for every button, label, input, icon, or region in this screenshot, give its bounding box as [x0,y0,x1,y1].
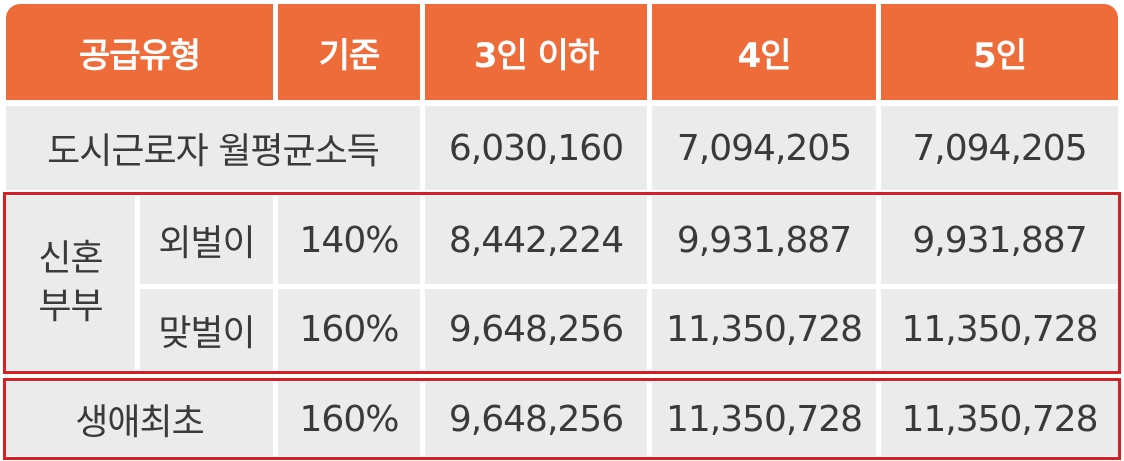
urban-worker-income-3: 6,030,160 [425,106,647,190]
newlywed-group-label: 신혼 부부 [6,196,135,370]
dual-income-criterion: 160% [278,289,420,370]
single-income-criterion: 140% [278,196,420,284]
dual-income-label: 맞벌이 [140,289,273,370]
first-time-3: 9,648,256 [425,382,647,456]
dual-income-3: 9,648,256 [425,289,647,370]
first-time-4: 11,350,728 [652,382,876,456]
urban-worker-income-5: 7,094,205 [881,106,1118,190]
urban-worker-income-4: 7,094,205 [652,106,876,190]
newlywed-label-line2: 부부 [38,286,103,327]
header-supply-type: 공급유형 [6,4,273,100]
single-income-4: 9,931,887 [652,196,876,284]
newlywed-label-line1: 신혼 [38,238,103,279]
single-income-label: 외벌이 [140,196,273,284]
dual-income-5: 11,350,728 [881,289,1118,370]
first-time-label: 생애최초 [6,382,273,456]
header-criterion: 기준 [278,4,420,100]
header-5-persons: 5인 [881,4,1118,100]
header-3-or-less: 3인 이하 [425,4,647,100]
dual-income-4: 11,350,728 [652,289,876,370]
header-4-persons: 4인 [652,4,876,100]
first-time-criterion: 160% [278,382,420,456]
single-income-5: 9,931,887 [881,196,1118,284]
first-time-5: 11,350,728 [881,382,1118,456]
urban-worker-income-label: 도시근로자 월평균소득 [6,106,420,190]
single-income-3: 8,442,224 [425,196,647,284]
